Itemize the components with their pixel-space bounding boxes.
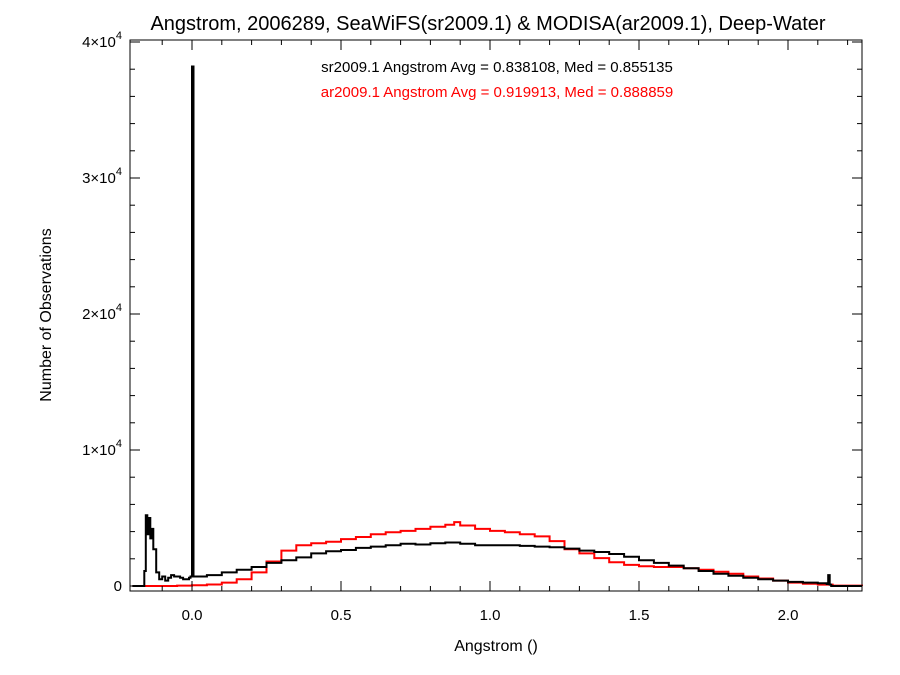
y-tick-label: 3×104 bbox=[82, 166, 122, 187]
x-axis-label: Angstrom () bbox=[454, 638, 538, 655]
series-line-0 bbox=[132, 65, 862, 587]
x-tick-label: 1.5 bbox=[629, 607, 650, 624]
y-axis-label: Number of Observations bbox=[38, 228, 55, 401]
annotation-sr2009: sr2009.1 Angstrom Avg = 0.838108, Med = … bbox=[321, 59, 673, 76]
y-tick-label: 2×104 bbox=[82, 302, 122, 323]
x-tick-label: 0.5 bbox=[331, 607, 352, 624]
x-tick-label: 2.0 bbox=[778, 607, 799, 624]
y-tick-label: 1×104 bbox=[82, 438, 122, 459]
plot-frame bbox=[129, 39, 863, 592]
y-tick-label: 4×104 bbox=[82, 30, 122, 51]
annotation-ar2009: ar2009.1 Angstrom Avg = 0.919913, Med = … bbox=[321, 84, 674, 101]
chart-title: Angstrom, 2006289, SeaWiFS(sr2009.1) & M… bbox=[150, 13, 825, 35]
x-tick-label: 0.0 bbox=[182, 607, 203, 624]
series-line-1 bbox=[132, 521, 863, 587]
x-tick-label: 1.0 bbox=[480, 607, 501, 624]
series-layer bbox=[132, 65, 863, 587]
ticks-layer: 0.0 0.5 1.0 1.5 2.0 0 1×104 2×104 3×104 4×104 bbox=[82, 30, 862, 624]
y-tick-label: 0 bbox=[114, 578, 122, 595]
